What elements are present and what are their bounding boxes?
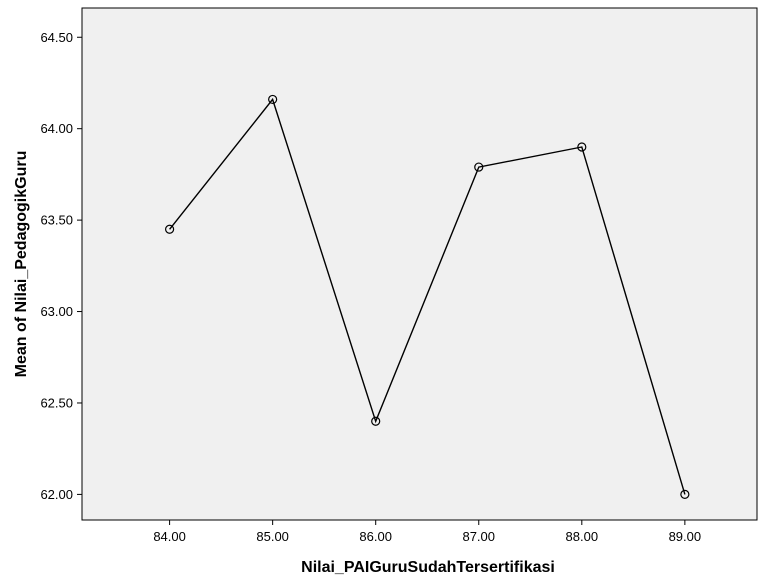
y-axis-ticks: 62.00 62.50 63.00 63.50 64.00 64.50 bbox=[40, 30, 82, 502]
y-tick-label: 64.00 bbox=[40, 121, 73, 136]
x-tick-label: 88.00 bbox=[566, 529, 599, 544]
data-point bbox=[371, 416, 381, 426]
series-layer bbox=[164, 94, 690, 499]
y-tick-label: 62.00 bbox=[40, 487, 73, 502]
data-point bbox=[680, 489, 690, 499]
data-point bbox=[474, 162, 484, 172]
x-axis-ticks: 84.00 85.00 86.00 87.00 88.00 89.00 bbox=[153, 520, 701, 544]
x-tick-label: 87.00 bbox=[462, 529, 495, 544]
y-axis-title: Mean of Nilai_PedagogikGuru bbox=[13, 151, 30, 378]
data-point bbox=[577, 142, 587, 152]
y-tick-label: 62.50 bbox=[40, 395, 73, 410]
x-tick-label: 85.00 bbox=[256, 529, 289, 544]
x-axis-title: Nilai_PAIGuruSudahTersertifikasi bbox=[301, 559, 555, 576]
data-point bbox=[268, 94, 278, 105]
x-tick-label: 86.00 bbox=[359, 529, 392, 544]
y-tick-label: 64.50 bbox=[40, 30, 73, 45]
y-tick-label: 63.00 bbox=[40, 304, 73, 319]
x-tick-label: 89.00 bbox=[669, 529, 702, 544]
y-tick-label: 63.50 bbox=[40, 213, 73, 228]
series-line bbox=[169, 97, 686, 495]
plot-area bbox=[81, 7, 758, 521]
x-tick-label: 84.00 bbox=[153, 529, 186, 544]
data-point bbox=[164, 224, 175, 234]
